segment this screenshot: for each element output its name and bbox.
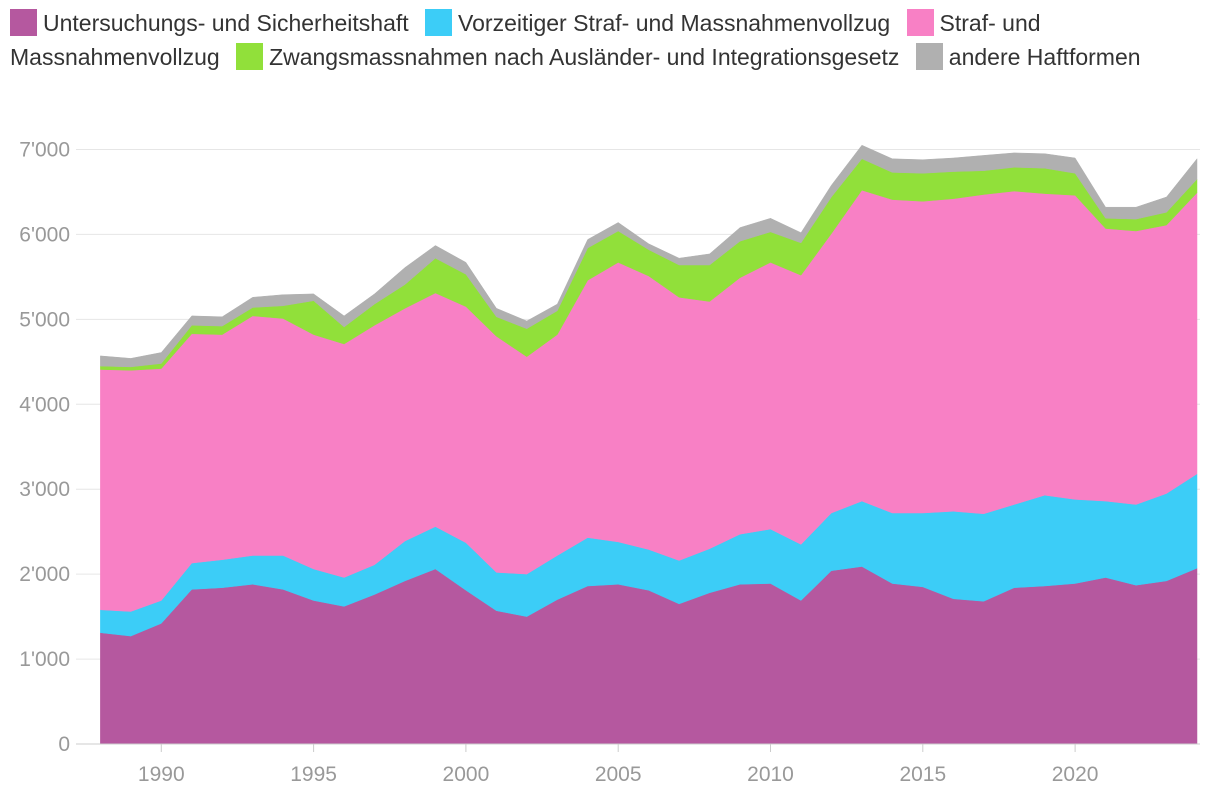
legend-swatch [236, 43, 264, 70]
area-series [100, 144, 1198, 745]
y-tick-label: 6'000 [19, 223, 70, 246]
legend-swatch [906, 9, 934, 36]
y-tick-label: 2'000 [19, 563, 70, 586]
legend: Untersuchungs- und Sicherheitshaft Vorze… [10, 6, 1210, 74]
x-tick-label: 1995 [290, 763, 337, 786]
x-tick-label: 2020 [1052, 763, 1099, 786]
y-tick-label: 4'000 [19, 393, 70, 416]
y-tick-label: 0 [58, 733, 70, 756]
legend-label: Straf- und Massnahmenvollzug [10, 10, 1041, 70]
legend-item-zwangsmassnahmen[interactable]: Zwangsmassnahmen nach Ausländer- und Int… [236, 43, 900, 70]
legend-item-untersuchungshaft[interactable]: Untersuchungs- und Sicherheitshaft [10, 9, 409, 36]
x-tick-label: 2005 [595, 763, 642, 786]
legend-label: andere Haftformen [948, 44, 1141, 70]
legend-item-andere-haftformen[interactable]: andere Haftformen [915, 43, 1141, 70]
legend-item-vorzeitiger-vollzug[interactable]: Vorzeitiger Straf- und Massnahmenvollzug [425, 9, 891, 36]
y-tick-label: 1'000 [19, 648, 70, 671]
legend-label: Zwangsmassnahmen nach Ausländer- und Int… [269, 44, 900, 70]
x-tick-label: 2000 [443, 763, 490, 786]
y-tick-label: 7'000 [19, 138, 70, 161]
legend-label: Vorzeitiger Straf- und Massnahmenvollzug [458, 10, 891, 36]
legend-label: Untersuchungs- und Sicherheitshaft [43, 10, 409, 36]
y-tick-label: 3'000 [19, 478, 70, 501]
legend-swatch [10, 9, 37, 36]
x-tick-label: 1990 [138, 763, 185, 786]
x-tick-label: 2010 [747, 763, 794, 786]
legend-swatch [425, 9, 453, 36]
x-tick-label: 2015 [899, 763, 946, 786]
y-axis-ticks: 0 1'000 2'000 3'000 4'000 5'000 6'000 7'000 [19, 138, 70, 756]
area-untersuchungs-und-sicherheitshaft [100, 566, 1198, 745]
legend-item-strafvollzug[interactable]: Straf- und Massnahmenvollzug [10, 9, 1041, 70]
x-axis-ticks: 1990 1995 2000 2005 2010 2015 2020 [138, 744, 1099, 786]
area-andere-haftformen [100, 144, 1198, 368]
legend-swatch [915, 43, 943, 70]
y-tick-label: 5'000 [19, 308, 70, 331]
